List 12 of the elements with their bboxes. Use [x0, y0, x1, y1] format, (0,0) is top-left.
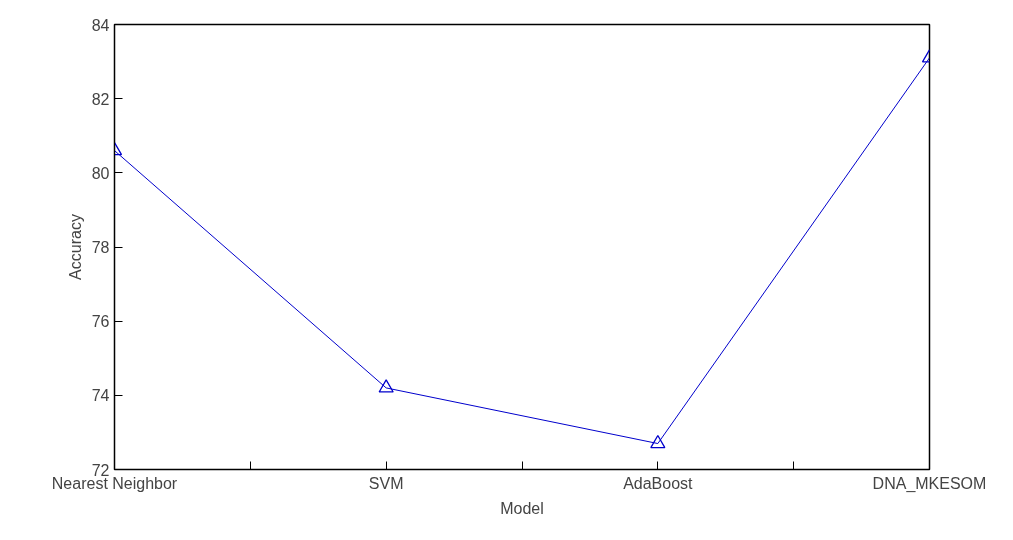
x-tick-label: DNA_MKESOM [872, 474, 987, 493]
y-tick-label: 82 [91, 90, 110, 108]
y-tick-label: 72 [91, 461, 110, 479]
x-tick-label: AdaBoost [623, 474, 694, 492]
y-tick-label: 84 [91, 16, 110, 34]
y-tick-label: 76 [91, 313, 110, 331]
x-axis-title: Model [500, 499, 544, 517]
y-tick-label: 80 [91, 164, 110, 182]
y-axis-title: Accuracy [66, 214, 84, 280]
y-tick-label: 74 [91, 387, 110, 405]
y-tick-label: 78 [91, 239, 110, 256]
x-tick-label: SVM [368, 474, 404, 492]
